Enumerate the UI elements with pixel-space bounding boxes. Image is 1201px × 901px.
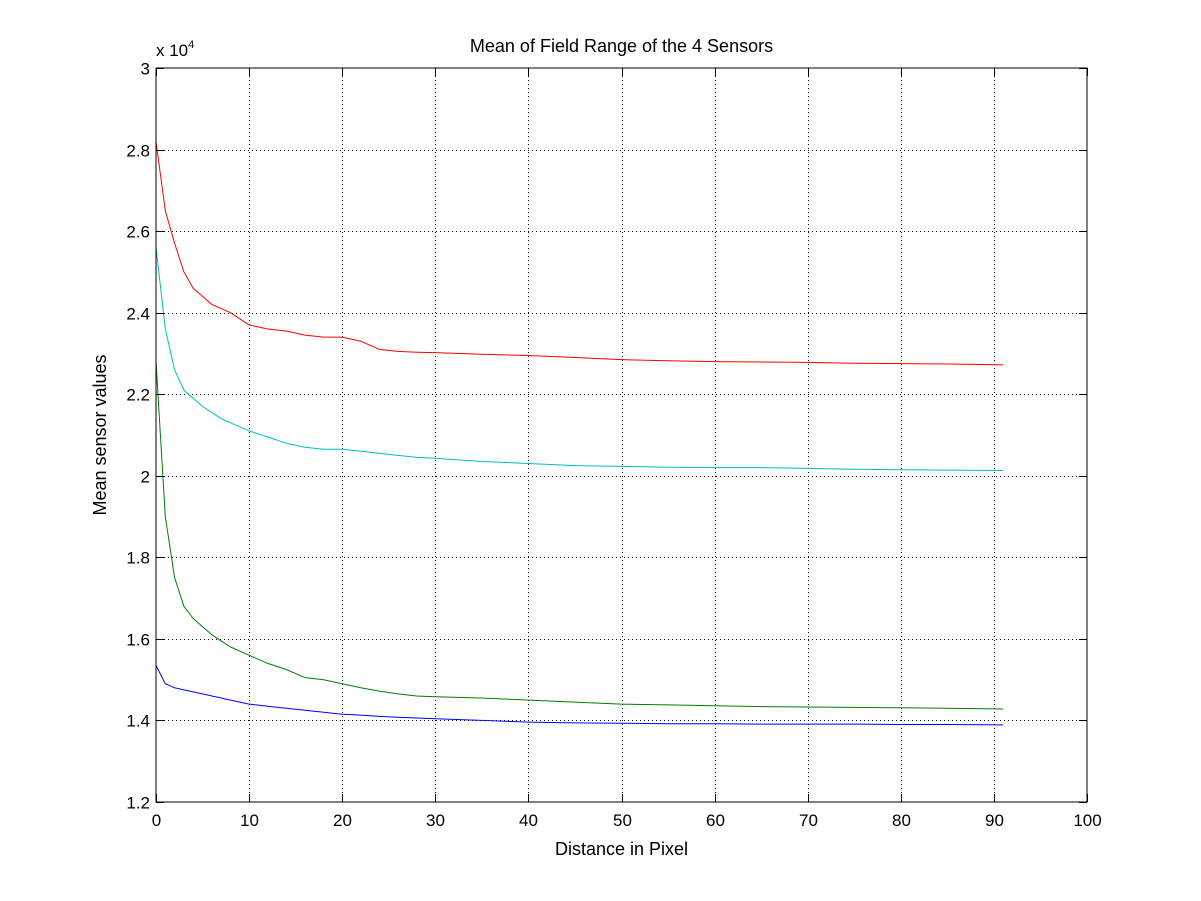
series-line xyxy=(155,361,1004,710)
x-tick-label: 90 xyxy=(985,811,1004,830)
x-tick-label: 0 xyxy=(152,811,161,830)
y-axis-exponent: x 104 xyxy=(156,39,194,60)
y-tick-label: 1.4 xyxy=(126,712,150,731)
x-tick-label: 100 xyxy=(1073,811,1101,830)
y-exponent-base: x 10 xyxy=(156,41,188,60)
y-tick-label: 1.6 xyxy=(126,631,150,650)
series-line xyxy=(155,665,1004,726)
x-tick-label: 50 xyxy=(613,811,632,830)
x-tick-label: 80 xyxy=(892,811,911,830)
x-tick-label: 70 xyxy=(799,811,818,830)
y-exponent-power: 4 xyxy=(188,39,194,51)
y-tick-label: 1.8 xyxy=(126,549,150,568)
series-layer xyxy=(155,141,1004,726)
x-tick-label: 20 xyxy=(333,811,352,830)
x-axis-title: Distance in Pixel xyxy=(555,839,688,859)
y-tick-label: 2.2 xyxy=(126,386,150,405)
y-tick-label: 3 xyxy=(141,60,150,79)
x-tick-label: 30 xyxy=(426,811,445,830)
y-tick-label: 2.8 xyxy=(126,142,150,161)
ticks: 0 10 20 30 40 50 60 70 80 90 100 1.2 1.4 1.6 1.8 2 2.2 2.… xyxy=(126,60,1101,831)
y-tick-label: 2 xyxy=(141,468,150,487)
y-axis-title: Mean sensor values xyxy=(90,354,110,515)
y-tick-label: 2.4 xyxy=(126,305,150,324)
x-tick-label: 60 xyxy=(706,811,725,830)
chart-title: Mean of Field Range of the 4 Sensors xyxy=(470,36,773,56)
x-tick-label: 10 xyxy=(240,811,259,830)
plot-area-frame xyxy=(155,67,1088,803)
y-tick-label: 1.2 xyxy=(126,794,150,813)
y-tick-label: 2.6 xyxy=(126,223,150,242)
series-line xyxy=(155,247,1004,471)
series-line xyxy=(155,141,1004,366)
x-tick-label: 40 xyxy=(519,811,538,830)
